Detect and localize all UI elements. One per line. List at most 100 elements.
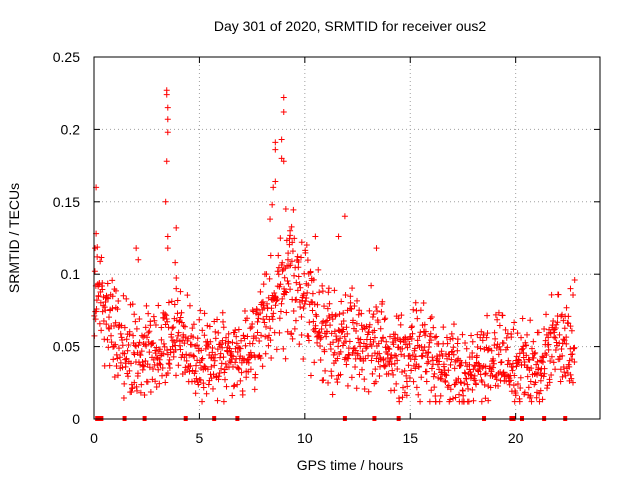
x-axis-label: GPS time / hours	[297, 457, 404, 473]
data-point	[344, 330, 351, 337]
data-point	[139, 362, 146, 369]
data-point	[177, 346, 184, 353]
data-point	[555, 291, 562, 298]
data-point	[349, 285, 356, 292]
data-point	[105, 314, 112, 321]
data-point	[292, 317, 299, 324]
data-point	[560, 317, 567, 324]
data-point	[340, 318, 347, 325]
y-tick-label: 0.2	[61, 121, 81, 137]
data-point	[313, 313, 320, 320]
data-point	[285, 262, 292, 269]
data-point	[361, 385, 368, 392]
data-point	[191, 353, 198, 360]
data-point	[421, 321, 428, 328]
data-point	[511, 398, 518, 405]
data-point	[285, 280, 292, 287]
data-point	[96, 320, 103, 327]
data-point	[436, 358, 443, 365]
data-point	[488, 347, 495, 354]
outlier-point	[571, 276, 578, 283]
data-point	[334, 355, 341, 362]
data-point	[396, 398, 403, 405]
data-point	[363, 345, 370, 352]
data-point	[436, 398, 443, 405]
data-point	[548, 353, 555, 360]
data-point	[309, 307, 316, 314]
data-point	[93, 306, 100, 313]
data-point	[287, 286, 294, 293]
data-point	[385, 370, 392, 377]
data-point	[198, 347, 205, 354]
data-point	[565, 313, 572, 320]
outlier-point	[270, 184, 277, 191]
data-point	[454, 347, 461, 354]
axis-ticks: 0 5 10 15 20 0 0.05 0.1 0.15 0.2 0.25	[53, 49, 600, 446]
data-point	[474, 344, 481, 351]
data-point	[201, 310, 208, 317]
data-point	[481, 381, 488, 388]
data-point	[163, 312, 170, 319]
data-point	[461, 369, 468, 376]
outlier-point	[278, 136, 285, 143]
data-point	[428, 365, 435, 372]
data-point	[347, 299, 354, 306]
data-point	[291, 272, 298, 279]
data-point	[350, 317, 357, 324]
data-point	[516, 398, 523, 405]
data-point	[559, 340, 566, 347]
data-point	[543, 311, 550, 318]
outlier-point	[164, 129, 171, 136]
data-point	[158, 336, 165, 343]
data-point	[295, 264, 302, 271]
data-point	[93, 297, 100, 304]
data-point	[330, 339, 337, 346]
data-point	[440, 361, 447, 368]
data-point	[436, 351, 443, 358]
data-point	[471, 377, 478, 384]
data-point	[143, 334, 150, 341]
data-point	[348, 374, 355, 381]
data-point	[519, 315, 526, 322]
data-point	[462, 339, 469, 346]
data-point	[445, 382, 452, 389]
data-point	[563, 304, 570, 311]
data-point	[409, 352, 416, 359]
data-point	[463, 345, 470, 352]
data-point	[217, 354, 224, 361]
outlier-point	[164, 104, 171, 111]
data-point	[328, 372, 335, 379]
data-point	[528, 365, 535, 372]
data-point	[132, 318, 139, 325]
outlier-point	[280, 94, 287, 101]
data-point	[180, 322, 187, 329]
data-point	[569, 351, 576, 358]
outlier-point	[287, 227, 294, 234]
data-point	[517, 385, 524, 392]
data-point	[269, 313, 276, 320]
data-point	[192, 368, 199, 375]
data-point	[447, 386, 454, 393]
data-point	[532, 349, 539, 356]
data-point	[160, 340, 167, 347]
data-point	[495, 382, 502, 389]
data-point	[410, 378, 417, 385]
data-point	[226, 345, 233, 352]
data-point	[99, 280, 106, 287]
data-point	[218, 341, 225, 348]
data-point	[365, 388, 372, 395]
outlier-point	[335, 372, 342, 379]
data-point	[231, 382, 238, 389]
data-point	[459, 331, 466, 338]
data-point	[448, 330, 455, 337]
data-point	[305, 337, 312, 344]
data-point	[212, 335, 219, 342]
data-point	[115, 298, 122, 305]
data-point	[415, 363, 422, 370]
data-point	[504, 371, 511, 378]
data-point	[408, 335, 415, 342]
data-point	[359, 366, 366, 373]
data-point	[152, 321, 159, 328]
data-point	[331, 349, 338, 356]
data-point	[292, 297, 299, 304]
